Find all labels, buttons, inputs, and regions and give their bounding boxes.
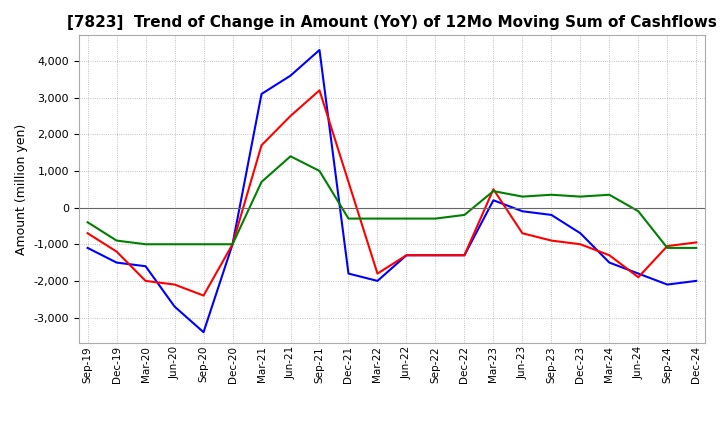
Investing Cashflow [547, 192, 556, 198]
Investing Cashflow [141, 242, 150, 247]
Operating Cashflow [460, 253, 469, 258]
Investing Cashflow [518, 194, 527, 199]
Free Cashflow [431, 253, 440, 258]
Operating Cashflow [402, 253, 411, 258]
Operating Cashflow [228, 242, 237, 247]
Operating Cashflow [315, 88, 324, 93]
Free Cashflow [112, 260, 121, 265]
Free Cashflow [228, 242, 237, 247]
Free Cashflow [84, 245, 92, 250]
Operating Cashflow [547, 238, 556, 243]
Investing Cashflow [170, 242, 179, 247]
Free Cashflow [344, 271, 353, 276]
Free Cashflow [489, 198, 498, 203]
Free Cashflow [692, 278, 701, 283]
Investing Cashflow [199, 242, 208, 247]
Investing Cashflow [402, 216, 411, 221]
Operating Cashflow [634, 275, 643, 280]
Free Cashflow [518, 209, 527, 214]
Investing Cashflow [257, 179, 266, 184]
Investing Cashflow [84, 220, 92, 225]
Free Cashflow [402, 253, 411, 258]
Investing Cashflow [605, 192, 613, 198]
Operating Cashflow [576, 242, 585, 247]
Investing Cashflow [634, 209, 643, 214]
Operating Cashflow [489, 187, 498, 192]
Free Cashflow [315, 48, 324, 53]
Operating Cashflow [141, 278, 150, 283]
Y-axis label: Amount (million yen): Amount (million yen) [15, 124, 28, 255]
Free Cashflow [605, 260, 613, 265]
Title: [7823]  Trend of Change in Amount (YoY) of 12Mo Moving Sum of Cashflows: [7823] Trend of Change in Amount (YoY) o… [67, 15, 717, 30]
Operating Cashflow [373, 271, 382, 276]
Investing Cashflow [576, 194, 585, 199]
Investing Cashflow [315, 169, 324, 174]
Investing Cashflow [286, 154, 294, 159]
Free Cashflow [460, 253, 469, 258]
Operating Cashflow [199, 293, 208, 298]
Free Cashflow [576, 231, 585, 236]
Operating Cashflow [344, 179, 353, 184]
Operating Cashflow [257, 143, 266, 148]
Investing Cashflow [460, 212, 469, 217]
Operating Cashflow [431, 253, 440, 258]
Operating Cashflow [605, 253, 613, 258]
Investing Cashflow [489, 188, 498, 194]
Line: Free Cashflow: Free Cashflow [88, 50, 696, 332]
Operating Cashflow [518, 231, 527, 236]
Investing Cashflow [431, 216, 440, 221]
Line: Investing Cashflow: Investing Cashflow [88, 156, 696, 248]
Operating Cashflow [170, 282, 179, 287]
Operating Cashflow [286, 114, 294, 119]
Line: Operating Cashflow: Operating Cashflow [88, 90, 696, 296]
Free Cashflow [170, 304, 179, 309]
Free Cashflow [634, 271, 643, 276]
Investing Cashflow [344, 216, 353, 221]
Investing Cashflow [228, 242, 237, 247]
Free Cashflow [286, 73, 294, 78]
Free Cashflow [663, 282, 672, 287]
Operating Cashflow [112, 249, 121, 254]
Free Cashflow [141, 264, 150, 269]
Investing Cashflow [663, 245, 672, 250]
Investing Cashflow [692, 245, 701, 250]
Free Cashflow [257, 92, 266, 97]
Free Cashflow [373, 278, 382, 283]
Operating Cashflow [84, 231, 92, 236]
Investing Cashflow [112, 238, 121, 243]
Operating Cashflow [692, 240, 701, 245]
Operating Cashflow [663, 243, 672, 249]
Free Cashflow [199, 330, 208, 335]
Investing Cashflow [373, 216, 382, 221]
Free Cashflow [547, 212, 556, 217]
